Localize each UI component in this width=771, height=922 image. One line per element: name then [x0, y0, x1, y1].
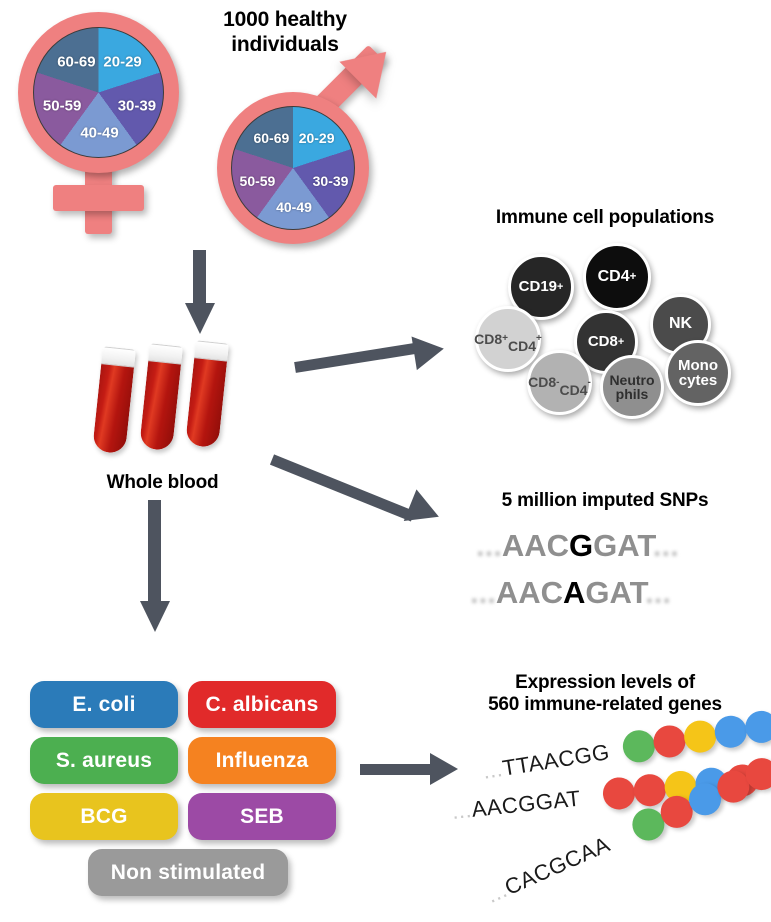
gene-bead: [712, 713, 750, 751]
snps-title: 5 million imputed SNPs: [501, 490, 709, 511]
sequence-ellipsis: ...: [450, 796, 473, 824]
stimulus-bcg[interactable]: BCG: [30, 793, 178, 840]
stimuli-group: E. coli C. albicans S. aureus Influenza BCG S…: [30, 681, 336, 896]
immune-cell-cd4[interactable]: CD4 +: [583, 243, 651, 311]
female-symbol-crossbar: [53, 185, 144, 211]
male-age-pie: 20-29 30-39 40-49 50-59 60-69: [231, 106, 355, 230]
age-group-label-20-29: 20-29: [298, 129, 335, 146]
gene-bead: [620, 727, 658, 765]
snp-sequences-group: ...AACGGAT... ...AACAGAT...: [470, 528, 760, 620]
snp-suffix: ...: [652, 528, 679, 563]
arrow-blood-to-stimuli: [140, 500, 170, 645]
sequence-ellipsis: ...: [482, 877, 512, 908]
immune-cell-neutrophils[interactable]: Neutro phils: [600, 355, 664, 419]
snp-sequence-row: ...AACGGAT...: [476, 528, 679, 564]
arrow-head: [185, 303, 215, 334]
stimulus-e-coli[interactable]: E. coli: [30, 681, 178, 728]
arrow-stimuli-to-expression: [360, 753, 480, 795]
immune-cell-monocytes[interactable]: Mono cytes: [665, 340, 731, 406]
age-group-label-40-49: 40-49: [80, 124, 119, 142]
page-title: 1000 healthy individuals: [223, 8, 347, 56]
immune-populations-title: Immune cell populations: [495, 207, 715, 228]
age-group-label-20-29: 20-29: [103, 53, 142, 71]
immune-cells-group: CD19 + CD4 + CD8 + CD4 + CD8 + NK CD8- CD4- Neutro phi…: [0, 0, 771, 440]
stimulus-c-albicans[interactable]: C. albicans: [188, 681, 336, 728]
snp-variant-base: G: [569, 528, 594, 563]
arrow-shaft: [148, 500, 161, 605]
snp-suffix: ...: [645, 575, 671, 610]
male-gender-symbol: 20-29 30-39 40-49 50-59 60-69: [205, 33, 420, 255]
snp-sequence-row: ...AACAGAT...: [470, 575, 671, 611]
age-group-label-60-69: 60-69: [57, 53, 96, 71]
age-group-label-60-69: 60-69: [253, 129, 290, 146]
snp-prefix: ...: [470, 575, 496, 610]
stimulus-s-aureus[interactable]: S. aureus: [30, 737, 178, 784]
gene-bead: [681, 718, 719, 755]
expression-title-line1: Expression levels of: [515, 672, 695, 693]
arrow-shaft: [193, 250, 206, 306]
age-group-label-40-49: 40-49: [276, 199, 312, 216]
snp-right-bases: GAT: [593, 528, 653, 563]
stimulus-influenza[interactable]: Influenza: [188, 737, 336, 784]
arrow-head: [430, 753, 458, 785]
arrow-cohort-to-blood: [185, 250, 215, 340]
gene-sequence-text: ...CACGCAA: [482, 831, 614, 908]
sequence-ellipsis: ...: [480, 756, 505, 784]
age-group-label-30-39: 30-39: [312, 172, 349, 189]
snp-right-bases: GAT: [585, 575, 646, 610]
gene-sequence-text: ...TTAACGG: [480, 739, 612, 784]
snp-variant-base: A: [563, 575, 586, 610]
age-group-label-50-59: 50-59: [239, 172, 276, 189]
arrow-head: [140, 601, 170, 632]
age-group-label-30-39: 30-39: [117, 97, 157, 115]
age-group-label-50-59: 50-59: [42, 97, 82, 115]
gene-bead: [743, 708, 771, 746]
expression-title: Expression levels of 560 immune-related …: [440, 672, 770, 717]
stimulus-seb[interactable]: SEB: [188, 793, 336, 840]
gene-sequence-text: ...AACGGAT: [450, 785, 582, 824]
snp-prefix: ...: [476, 528, 502, 563]
snp-left-bases: AAC: [501, 528, 570, 563]
gene-bead: [601, 775, 637, 812]
female-age-pie: 20-29 30-39 40-49 50-59 60-69: [33, 27, 164, 158]
expression-title-line2: 560 immune-related genes: [488, 694, 722, 716]
female-gender-symbol: 20-29 30-39 40-49 50-59 60-69: [0, 0, 210, 240]
stimulus-non-stimulated[interactable]: Non stimulated: [88, 849, 288, 896]
immune-cell-cd8-cd4[interactable]: CD8- CD4-: [527, 350, 592, 415]
gene-bead: [651, 723, 688, 760]
snp-left-bases: AAC: [495, 575, 564, 610]
arrow-shaft: [360, 764, 434, 775]
immune-cell-cd8-cd4[interactable]: CD8 + CD4 +: [474, 306, 542, 372]
whole-blood-label: Whole blood: [106, 472, 219, 493]
